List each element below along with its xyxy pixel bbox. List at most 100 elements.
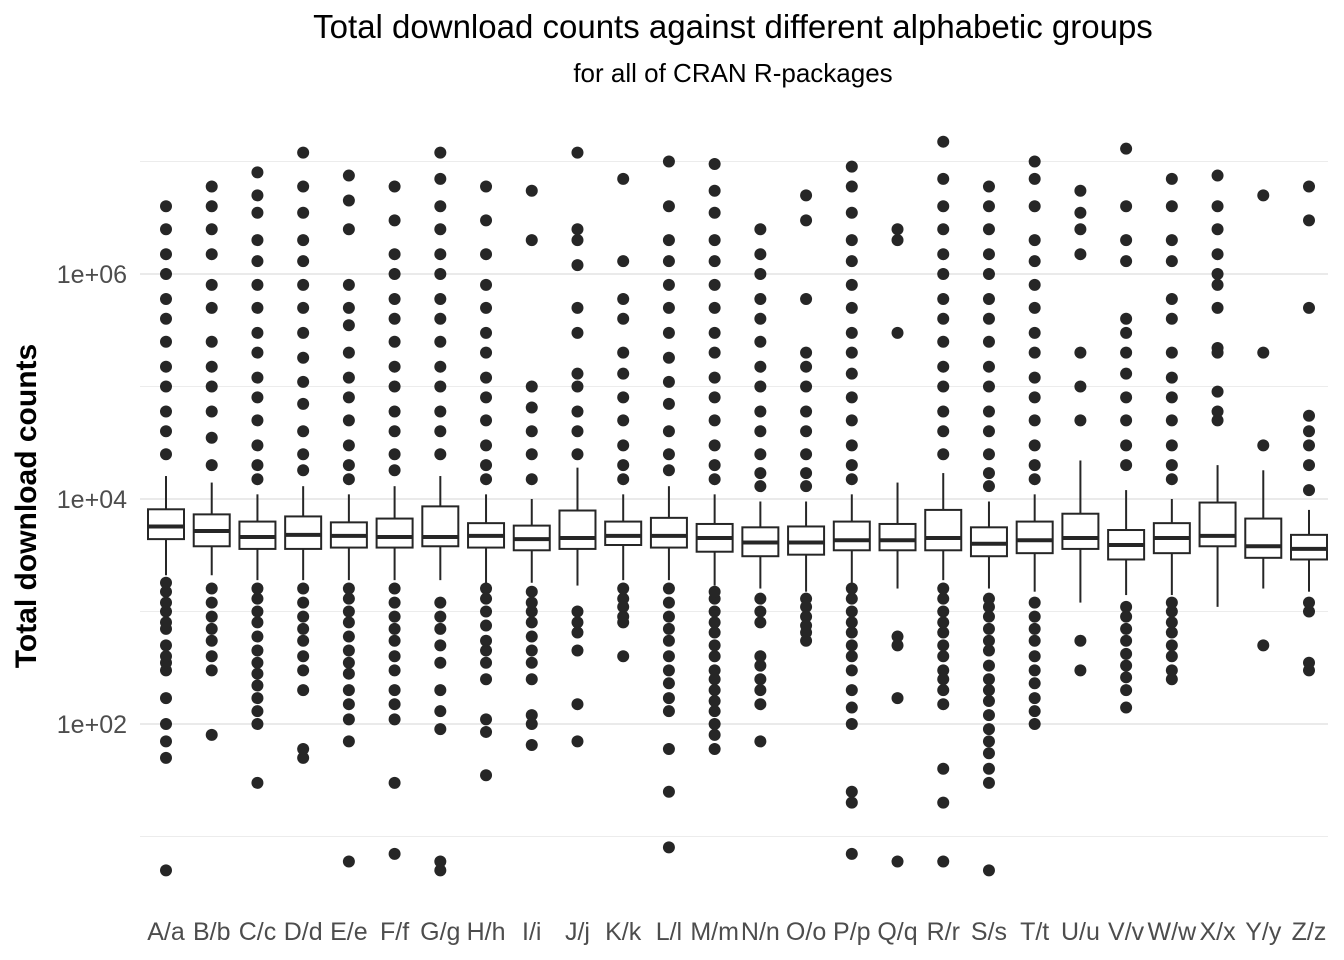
outlier-point xyxy=(982,180,995,193)
outlier-point xyxy=(434,268,447,280)
x-tick-label: O/o xyxy=(786,918,826,946)
outlier-point xyxy=(1303,439,1315,452)
outlier-point xyxy=(617,610,630,623)
outlier-point xyxy=(342,582,355,595)
x-tick-label: G/g xyxy=(420,918,460,946)
outlier-point xyxy=(205,278,218,291)
outlier-point xyxy=(160,751,172,764)
outlier-point xyxy=(617,367,630,380)
outlier-point xyxy=(251,656,264,669)
outlier-point xyxy=(525,616,538,629)
outlier-point xyxy=(662,278,675,291)
outlier-point xyxy=(845,391,858,404)
outlier-point xyxy=(205,301,218,314)
outlier-point xyxy=(571,367,584,380)
outlier-point xyxy=(708,684,721,697)
box-b-b xyxy=(192,180,231,741)
outlier-point xyxy=(297,634,310,647)
outlier-point xyxy=(754,448,767,461)
outlier-point xyxy=(1165,312,1178,325)
outlier-point xyxy=(571,425,584,438)
outlier-point xyxy=(617,650,630,663)
outlier-point xyxy=(754,698,767,711)
outlier-point xyxy=(297,375,310,388)
outlier-point xyxy=(937,698,950,711)
outlier-point xyxy=(754,312,767,325)
outlier-point xyxy=(205,335,218,348)
outlier-point xyxy=(297,582,310,595)
outlier-point xyxy=(251,414,264,427)
outlier-point xyxy=(937,673,950,686)
outlier-point xyxy=(480,619,493,632)
outlier-point xyxy=(160,380,172,393)
outlier-point xyxy=(1257,189,1270,202)
outlier-point xyxy=(251,439,264,452)
outlier-point xyxy=(525,473,538,486)
outlier-point xyxy=(1028,200,1041,213)
outlier-point xyxy=(891,326,904,339)
outlier-point xyxy=(388,180,401,193)
outlier-point xyxy=(982,634,995,647)
box-d-d xyxy=(284,146,323,764)
outlier-point xyxy=(1165,673,1178,686)
outlier-point xyxy=(342,301,355,314)
outlier-point xyxy=(800,292,813,305)
outlier-point xyxy=(662,692,675,705)
outlier-point xyxy=(800,610,813,623)
outlier-point xyxy=(708,742,721,755)
outlier-point xyxy=(1165,371,1178,384)
box-e-e xyxy=(329,169,368,868)
outlier-point xyxy=(1211,301,1224,314)
outlier-point xyxy=(1028,278,1041,291)
outlier-point xyxy=(800,346,813,359)
outlier-point xyxy=(708,650,721,663)
outlier-point xyxy=(708,278,721,291)
outlier-point xyxy=(754,650,767,663)
box-t-t xyxy=(1015,155,1054,730)
box-h-h xyxy=(467,180,506,782)
outlier-point xyxy=(342,735,355,748)
x-tick-label: K/k xyxy=(605,918,642,946)
outlier-point xyxy=(1028,371,1041,384)
outlier-point xyxy=(937,639,950,652)
outlier-point xyxy=(1028,596,1041,609)
outlier-point xyxy=(1120,346,1133,359)
outlier-point xyxy=(434,855,447,868)
iqr-box xyxy=(649,516,688,549)
outlier-point xyxy=(342,439,355,452)
outlier-point xyxy=(1211,200,1224,213)
outlier-point xyxy=(251,718,264,730)
outlier-point xyxy=(708,585,721,598)
outlier-point xyxy=(251,705,264,718)
outlier-point xyxy=(1303,484,1315,497)
outlier-point xyxy=(1165,200,1178,213)
outlier-point xyxy=(571,259,584,272)
outlier-point xyxy=(937,592,950,605)
outlier-point xyxy=(297,146,310,159)
outlier-point xyxy=(1120,659,1133,672)
outlier-point xyxy=(388,634,401,647)
outlier-point xyxy=(662,397,675,410)
outlier-point xyxy=(1165,255,1178,268)
outlier-point xyxy=(1028,664,1041,677)
box-x-x xyxy=(1198,169,1237,607)
outlier-point xyxy=(1165,650,1178,663)
iqr-box xyxy=(1015,520,1054,555)
outlier-point xyxy=(982,200,995,213)
outlier-point xyxy=(251,166,264,179)
outlier-point xyxy=(937,605,950,618)
outlier-point xyxy=(480,248,493,261)
chart-subtitle: for all of CRAN R-packages xyxy=(573,58,893,88)
outlier-point xyxy=(708,391,721,404)
outlier-point xyxy=(1120,367,1133,380)
x-tick-label: I/i xyxy=(522,918,541,946)
outlier-point xyxy=(1074,634,1087,647)
outlier-point xyxy=(708,664,721,677)
outlier-point xyxy=(1028,677,1041,690)
outlier-point xyxy=(662,582,675,595)
outlier-point xyxy=(251,776,264,789)
outlier-point xyxy=(525,718,538,730)
outlier-point xyxy=(251,692,264,705)
outlier-point xyxy=(297,622,310,635)
